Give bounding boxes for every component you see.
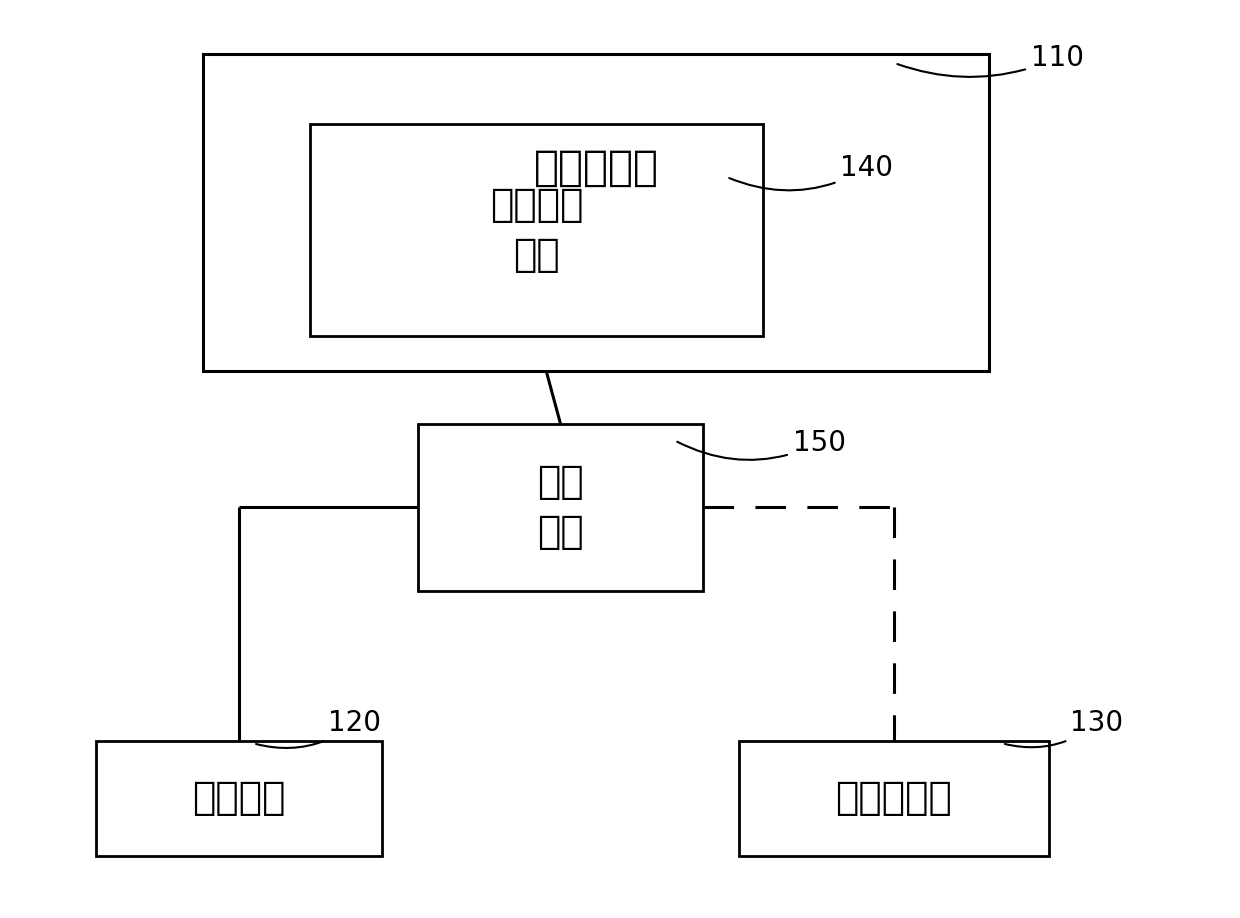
- Text: 压力检测
单元: 压力检测 单元: [490, 185, 584, 274]
- Bar: [310, 124, 763, 336]
- Text: 150: 150: [677, 429, 846, 460]
- Bar: [418, 424, 703, 591]
- Text: 140: 140: [729, 154, 893, 190]
- Bar: [739, 741, 1049, 856]
- Bar: [97, 741, 382, 856]
- Text: 120: 120: [255, 710, 382, 748]
- Bar: [203, 53, 990, 371]
- Text: 第二密封件: 第二密封件: [836, 779, 952, 817]
- Text: 送气
管道: 送气 管道: [537, 464, 584, 552]
- Text: 第一密封件: 第一密封件: [533, 147, 658, 189]
- Text: 充气系统: 充气系统: [192, 779, 286, 817]
- Text: 110: 110: [898, 44, 1084, 77]
- Text: 130: 130: [1004, 710, 1123, 747]
